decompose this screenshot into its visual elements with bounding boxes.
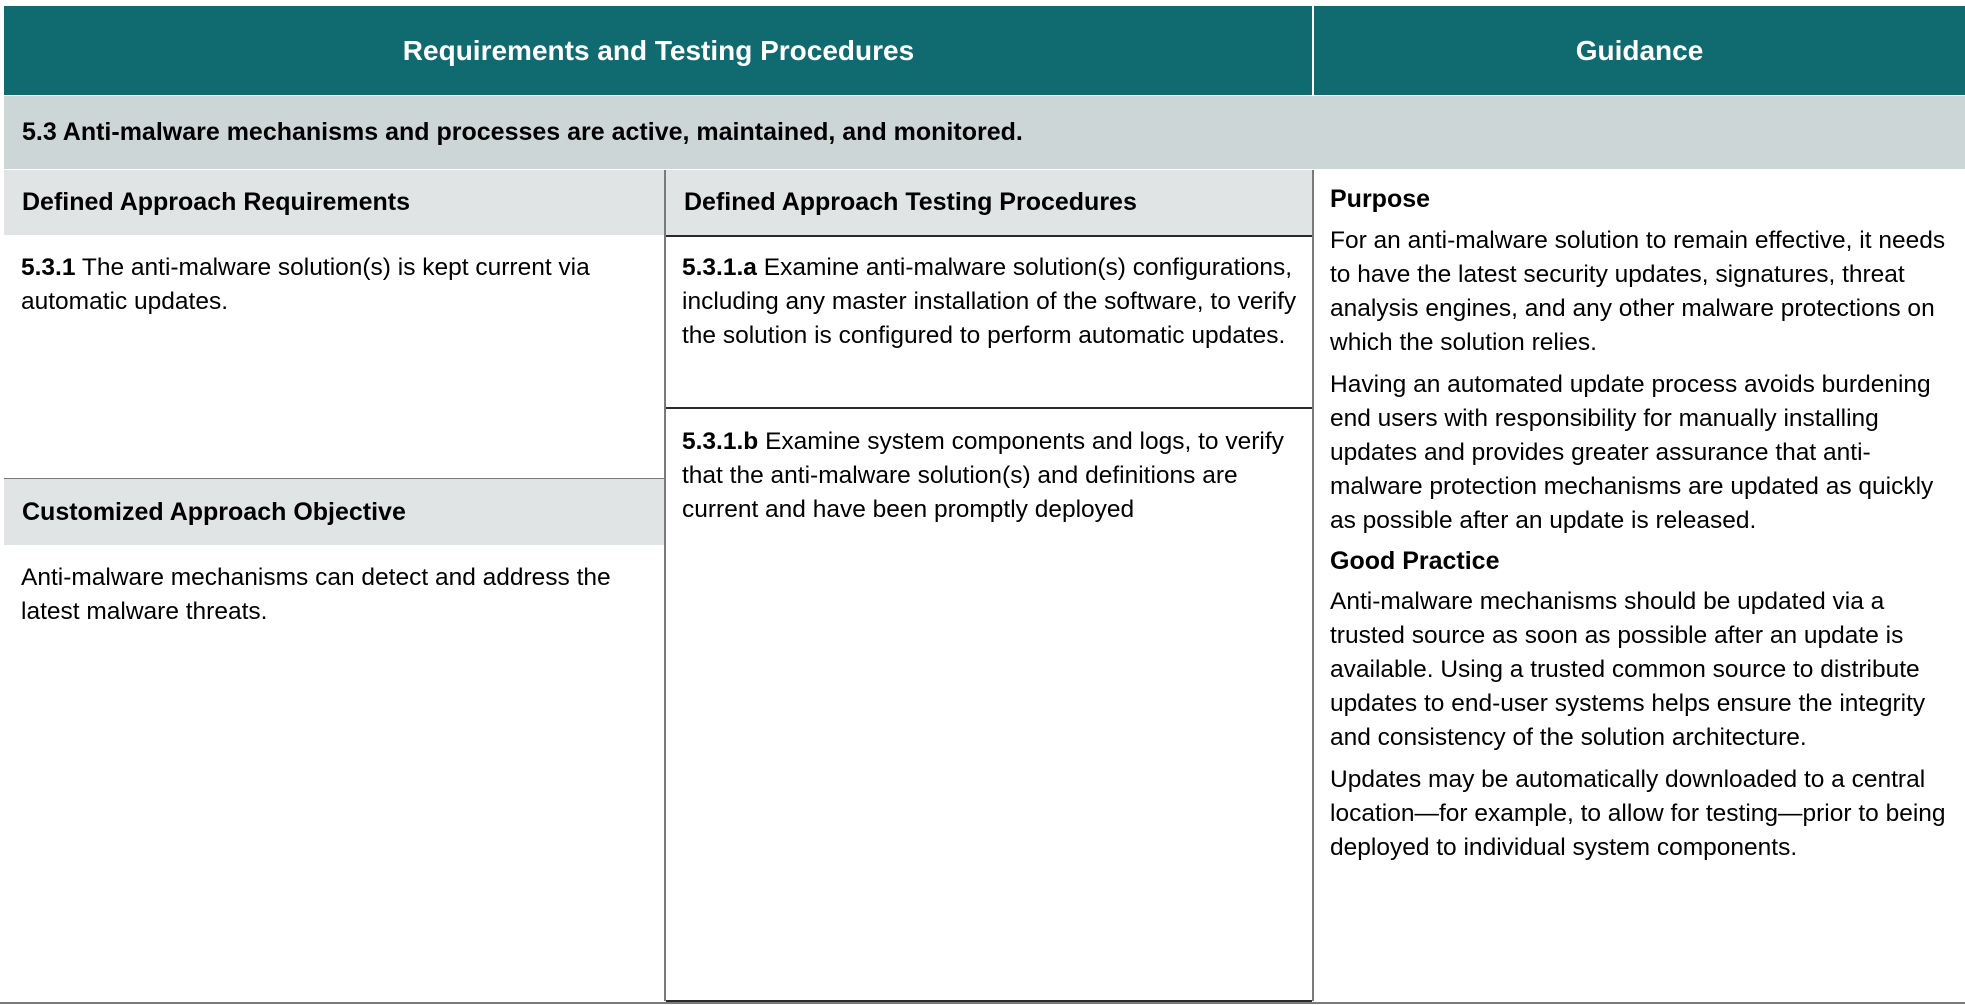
testing-bottom-border — [666, 1000, 1312, 1002]
defined-requirements-heading-text: Defined Approach Requirements — [22, 188, 411, 216]
purpose-paragraph: For an anti-malware solution to remain e… — [1330, 227, 1946, 356]
guidance-header: Guidance — [1314, 6, 1965, 95]
customized-approach-text: Anti-malware mechanisms can detect and a… — [21, 564, 611, 625]
testing-procedure-divider — [666, 407, 1312, 409]
testing-procedure-id: 5.3.1.a — [682, 254, 757, 281]
purpose-paragraph: Having an automated update process avoid… — [1330, 371, 1934, 534]
customized-divider — [4, 478, 664, 480]
testing-procedure-id: 5.3.1.b — [682, 428, 759, 455]
requirements-header: Requirements and Testing Procedures — [4, 6, 1313, 95]
testing-procedures-heading: Defined Approach Testing Procedures — [666, 170, 1312, 235]
purpose-heading: Purpose — [1330, 185, 1431, 213]
requirement-5-3-1: 5.3.1 The anti-malware solution(s) is ke… — [21, 251, 641, 319]
column-divider-1 — [664, 170, 666, 1001]
good-practice-paragraph: Updates may be automatically downloaded … — [1330, 766, 1946, 861]
testing-heading-divider — [666, 235, 1312, 237]
customized-approach-heading-text: Customized Approach Objective — [22, 497, 406, 526]
testing-procedure-5-3-1-a: 5.3.1.a Examine anti-malware solution(s)… — [682, 251, 1302, 353]
good-practice-heading: Good Practice — [1330, 547, 1500, 575]
requirements-header-title: Requirements and Testing Procedures — [402, 34, 915, 66]
testing-procedure-text: Examine system components and logs, to v… — [682, 428, 1284, 523]
testing-procedure-text: Examine anti-malware solution(s) configu… — [682, 254, 1297, 349]
requirement-id: 5.3.1 — [21, 254, 76, 281]
testing-procedures-heading-text: Defined Approach Testing Procedures — [684, 188, 1137, 216]
column-divider-2 — [1312, 170, 1314, 1001]
requirement-text: The anti-malware solution(s) is kept cur… — [21, 254, 590, 315]
testing-procedure-5-3-1-b: 5.3.1.b Examine system components and lo… — [682, 425, 1302, 527]
defined-requirements-heading: Defined Approach Requirements — [4, 170, 664, 235]
customized-approach-heading: Customized Approach Objective — [4, 479, 664, 545]
good-practice-paragraph: Anti-malware mechanisms should be update… — [1330, 588, 1926, 751]
header-divider — [1312, 6, 1314, 95]
guidance-content: Purpose For an anti-malware solution to … — [1330, 185, 1960, 865]
section-title: 5.3 Anti-malware mechanisms and processe… — [22, 118, 1023, 146]
customized-approach-objective: Anti-malware mechanisms can detect and a… — [21, 561, 651, 629]
section-title-row: 5.3 Anti-malware mechanisms and processe… — [4, 96, 1965, 169]
table-bottom-border — [0, 1002, 1965, 1004]
guidance-header-title: Guidance — [1575, 34, 1704, 66]
